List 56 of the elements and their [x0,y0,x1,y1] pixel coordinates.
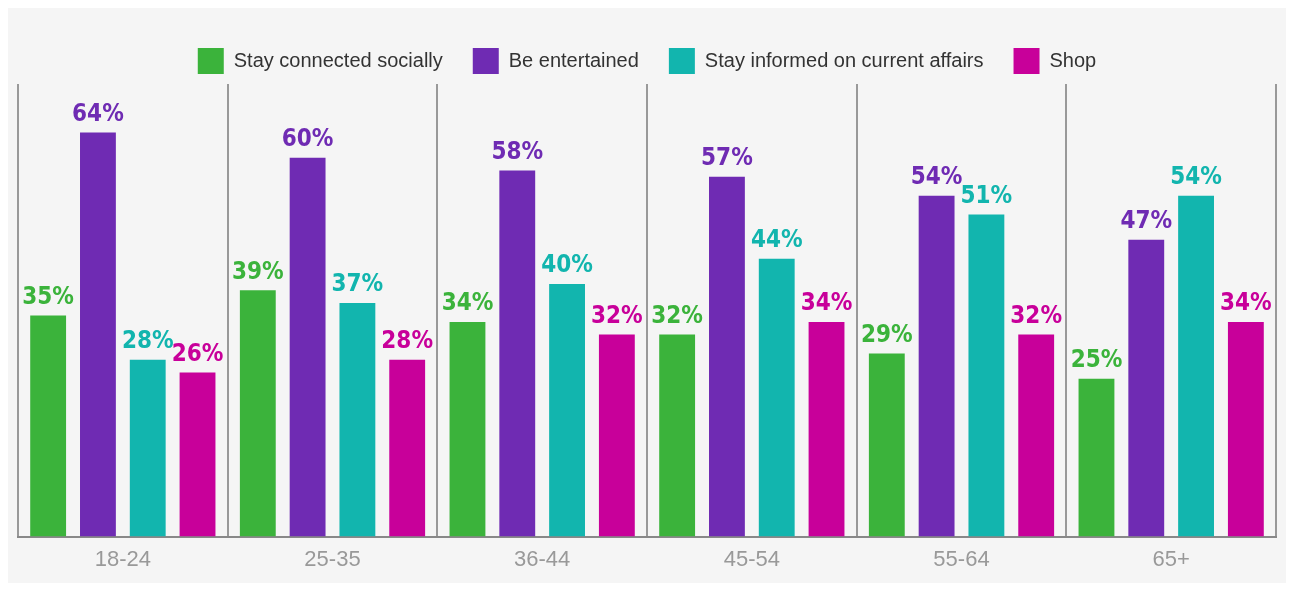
bar [499,170,536,537]
x-tick-label: 45-54 [723,545,780,571]
data-label: 64% [72,98,124,127]
bar [709,176,745,537]
legend-label: Stay connected socially [233,48,443,71]
bar [30,315,67,537]
bar [179,372,216,537]
data-label: 40% [541,250,593,279]
bar [968,214,1005,537]
data-label: 32% [591,300,643,329]
data-label: 32% [1010,300,1063,329]
data-label: 34% [800,288,853,317]
data-label: 44% [750,225,803,254]
bar [1078,378,1115,537]
bar [389,359,426,537]
data-label: 28% [381,326,434,355]
bar [659,334,696,537]
bar [239,290,276,537]
legend-label: Shop [1049,48,1097,71]
data-label: 47% [1120,206,1173,235]
bar [758,258,795,537]
bar [339,302,376,537]
bar [80,132,116,537]
bar [918,195,955,537]
legend-label: Stay informed on current affairs [704,48,984,71]
data-label: 29% [860,319,913,348]
data-label: 25% [1070,344,1123,373]
bar [808,321,845,537]
bar [549,284,585,537]
data-label: 58% [491,136,544,165]
data-label: 35% [22,281,74,310]
data-label: 28% [121,326,174,355]
x-tick-label: 18-24 [94,545,151,571]
bar [1018,334,1055,537]
bar [129,359,166,537]
data-label: 37% [331,269,384,298]
data-label: 57% [701,142,753,171]
bar [289,157,326,537]
data-label: 34% [441,288,494,317]
data-label: 39% [231,256,284,285]
bar [868,353,905,537]
data-label: 60% [281,123,334,152]
bar [449,321,486,537]
data-label: 54% [910,161,963,190]
x-tick-label: 25-35 [304,545,361,571]
x-tick-label: 36-44 [514,545,571,571]
bar [1178,195,1214,537]
bar [598,334,635,537]
data-label: 54% [1170,161,1222,190]
data-label: 34% [1220,288,1272,317]
data-label: 32% [651,300,703,329]
bar [1227,321,1264,537]
bar [1128,239,1165,537]
x-tick-label: 55-64 [933,545,990,571]
legend-label: Be entertained [508,48,639,71]
x-tick-label: 65+ [1152,545,1190,571]
